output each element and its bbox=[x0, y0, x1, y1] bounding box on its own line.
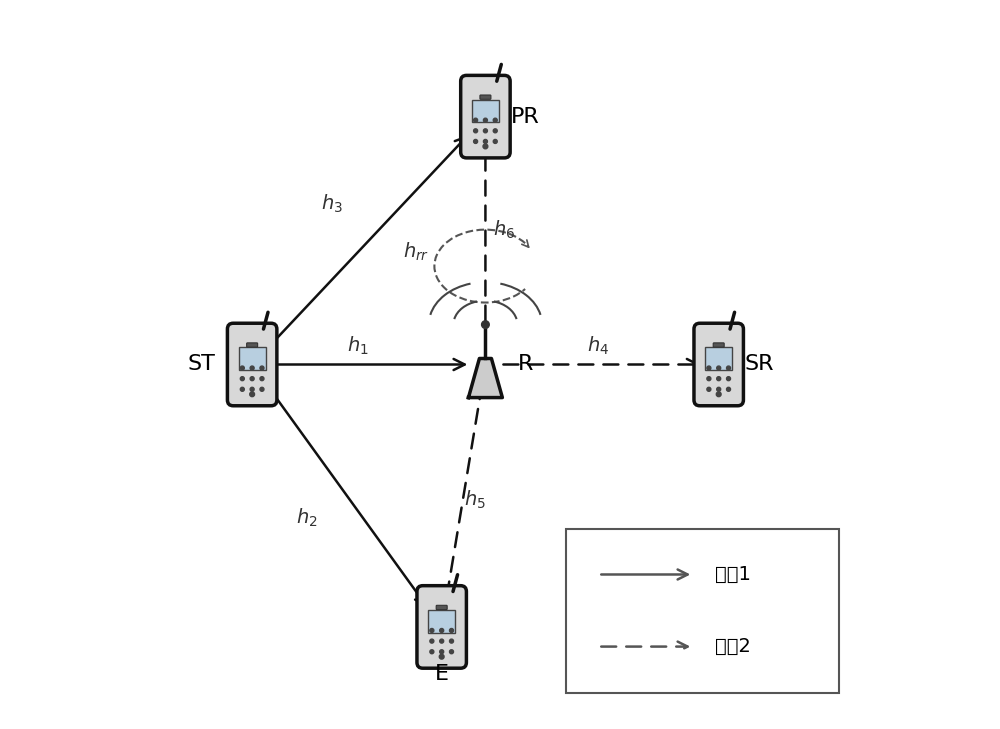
Circle shape bbox=[474, 118, 478, 122]
FancyBboxPatch shape bbox=[705, 348, 732, 370]
FancyBboxPatch shape bbox=[480, 95, 491, 99]
Circle shape bbox=[727, 387, 731, 391]
Text: $h_{rr}$: $h_{rr}$ bbox=[403, 241, 429, 262]
Circle shape bbox=[250, 377, 254, 381]
Text: SR: SR bbox=[744, 354, 774, 375]
Circle shape bbox=[250, 366, 254, 370]
Text: E: E bbox=[435, 664, 449, 685]
Circle shape bbox=[717, 366, 721, 370]
Circle shape bbox=[260, 377, 264, 381]
Circle shape bbox=[240, 387, 244, 391]
Circle shape bbox=[260, 366, 264, 370]
Circle shape bbox=[440, 628, 444, 633]
Circle shape bbox=[727, 366, 731, 370]
Text: $h_{6}$: $h_{6}$ bbox=[493, 219, 515, 241]
Circle shape bbox=[716, 392, 721, 397]
Text: 时陦1: 时陦1 bbox=[715, 565, 751, 584]
FancyBboxPatch shape bbox=[713, 343, 724, 347]
Circle shape bbox=[717, 387, 721, 391]
Circle shape bbox=[483, 139, 487, 144]
Circle shape bbox=[450, 639, 454, 643]
Text: PR: PR bbox=[511, 106, 540, 127]
Circle shape bbox=[430, 650, 434, 654]
FancyBboxPatch shape bbox=[461, 75, 510, 158]
Text: $h_{3}$: $h_{3}$ bbox=[321, 193, 343, 215]
Circle shape bbox=[493, 129, 497, 133]
FancyBboxPatch shape bbox=[428, 610, 455, 633]
Circle shape bbox=[493, 118, 497, 122]
Circle shape bbox=[440, 639, 444, 643]
Circle shape bbox=[707, 366, 711, 370]
Circle shape bbox=[707, 377, 711, 381]
Circle shape bbox=[250, 387, 254, 391]
Circle shape bbox=[483, 118, 487, 122]
Circle shape bbox=[727, 377, 731, 381]
Text: $h_{4}$: $h_{4}$ bbox=[587, 335, 610, 357]
Text: $h_{2}$: $h_{2}$ bbox=[296, 507, 318, 529]
FancyBboxPatch shape bbox=[227, 323, 277, 406]
Circle shape bbox=[707, 387, 711, 391]
FancyBboxPatch shape bbox=[694, 323, 743, 406]
Circle shape bbox=[483, 129, 487, 133]
Circle shape bbox=[440, 650, 444, 654]
Circle shape bbox=[439, 655, 444, 659]
FancyBboxPatch shape bbox=[239, 348, 266, 370]
Circle shape bbox=[717, 377, 721, 381]
Circle shape bbox=[250, 392, 255, 397]
FancyBboxPatch shape bbox=[417, 585, 466, 668]
Text: ST: ST bbox=[187, 354, 215, 375]
Text: R: R bbox=[518, 354, 533, 375]
Text: $h_{1}$: $h_{1}$ bbox=[347, 335, 369, 357]
Circle shape bbox=[430, 639, 434, 643]
Text: 时陦2: 时陦2 bbox=[715, 637, 751, 656]
Circle shape bbox=[430, 628, 434, 633]
Circle shape bbox=[474, 139, 478, 144]
Circle shape bbox=[450, 628, 454, 633]
Circle shape bbox=[260, 387, 264, 391]
Circle shape bbox=[493, 139, 497, 144]
Circle shape bbox=[240, 366, 244, 370]
FancyBboxPatch shape bbox=[247, 343, 258, 347]
FancyBboxPatch shape bbox=[472, 100, 499, 122]
Circle shape bbox=[450, 650, 454, 654]
FancyBboxPatch shape bbox=[436, 605, 447, 609]
Circle shape bbox=[240, 377, 244, 381]
Circle shape bbox=[483, 144, 488, 149]
Text: $h_{5}$: $h_{5}$ bbox=[464, 488, 485, 510]
Circle shape bbox=[482, 321, 489, 329]
Polygon shape bbox=[468, 359, 502, 397]
FancyBboxPatch shape bbox=[566, 529, 839, 693]
Circle shape bbox=[474, 129, 478, 133]
